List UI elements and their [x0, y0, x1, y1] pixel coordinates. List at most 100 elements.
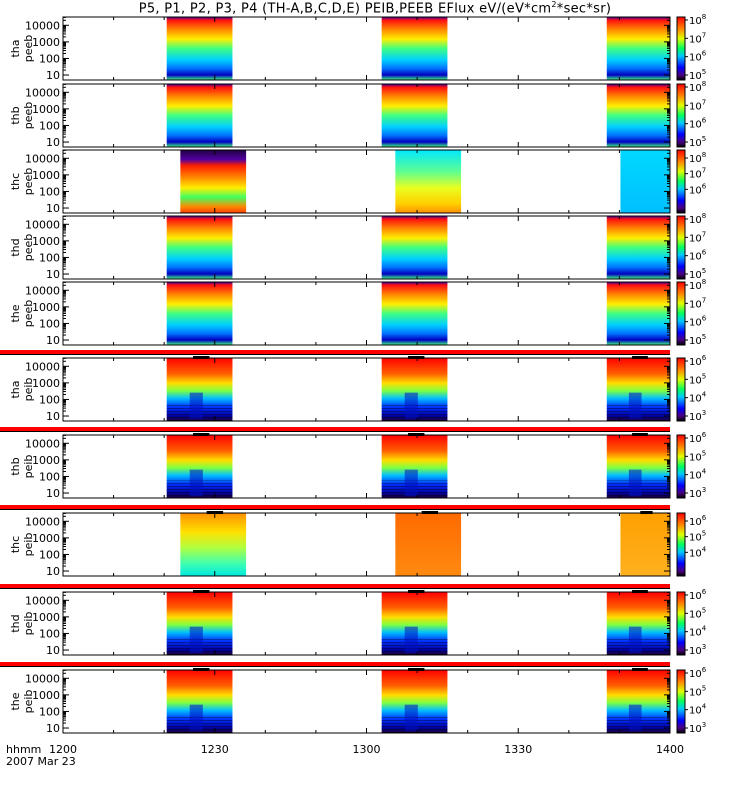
data-feature: [628, 704, 642, 732]
y-tick-label: 10000: [25, 152, 60, 165]
y-tick-label: 10: [46, 644, 60, 657]
y-tick-label: 100: [39, 52, 60, 65]
panel-probe-label: thd: [9, 238, 22, 256]
data-block: [166, 216, 233, 279]
date-label: 2007 Mar 23: [6, 755, 76, 768]
y-tick-label: 1000: [32, 377, 60, 390]
colorbar-tick-label: 108: [689, 212, 706, 226]
data-block: [606, 282, 670, 345]
y-tick-label: 10: [46, 722, 60, 735]
y-tick-label: 10: [46, 69, 60, 82]
panel-probe-label: thc: [9, 536, 22, 553]
panel-thb-peib: 10000 1000 100 10 thb peib 106 105 104 103: [0, 427, 707, 500]
colorbar-tick-label: 107: [689, 167, 706, 181]
colorbar-tick-label: 104: [689, 625, 707, 639]
colorbar: [676, 215, 686, 280]
y-tick-label: 100: [39, 317, 60, 330]
separator-line: [0, 350, 670, 354]
colorbar-tick-label: 108: [689, 80, 706, 94]
panel-species-label: peib: [22, 455, 35, 479]
colorbar-tick-label: 107: [689, 31, 706, 45]
y-tick-label: 1000: [32, 235, 60, 248]
colorbar: [676, 16, 686, 81]
x-tick-label: 1400: [656, 743, 684, 756]
colorbar-tick-label: 105: [689, 449, 706, 463]
y-tick-label: 100: [39, 627, 60, 640]
colorbar-tick-label: 104: [689, 703, 707, 717]
colorbar-tick-label: 104: [689, 391, 707, 405]
colorbar-tick-label: 106: [689, 182, 707, 196]
colorbar-tick-label: 106: [689, 117, 707, 131]
y-tick-label: 1000: [32, 532, 60, 545]
chart-title: P5, P1, P2, P3, P4 (TH-A,B,C,D,E) PEIB,P…: [138, 0, 612, 17]
data-block: [381, 17, 448, 80]
y-tick-label: 1000: [32, 36, 60, 49]
data-block: [166, 282, 233, 345]
panel-frame: [62, 215, 671, 280]
x-axis-label: hhmm: [6, 743, 41, 756]
panel-the-peeb: 10000 1000 100 10 the peeb 108 107 106 105: [9, 278, 707, 347]
colorbar-tick-label: 103: [689, 409, 706, 423]
y-tick-label: 10000: [25, 594, 60, 607]
data-block: [395, 513, 462, 576]
panel-frame: [62, 669, 671, 734]
x-tick-label: 1200: [49, 743, 77, 756]
y-tick-label: 1000: [32, 301, 60, 314]
colorbar-tick-label: 106: [689, 249, 707, 263]
colorbar-tick-label: 104: [689, 545, 707, 559]
data-feature: [189, 626, 203, 654]
separator-edge: [0, 354, 670, 355]
y-tick-label: 10000: [25, 360, 60, 373]
y-tick-label: 1000: [32, 689, 60, 702]
data-feature: [404, 392, 418, 420]
y-tick-label: 10: [46, 487, 60, 500]
data-block: [180, 513, 247, 576]
panel-frame: [62, 512, 671, 577]
y-tick-label: 100: [39, 548, 60, 561]
y-tick-label: 1000: [32, 169, 60, 182]
y-tick-label: 10: [46, 202, 60, 215]
data-block: [381, 216, 448, 279]
colorbar-tick-label: 105: [689, 135, 706, 149]
y-tick-label: 10: [46, 565, 60, 578]
panel-thd-peib: 10000 1000 100 10 thd peib 106 105 104 103: [0, 584, 707, 657]
x-tick-label: 1330: [504, 743, 532, 756]
panel-frame: [62, 591, 671, 656]
colorbar-tick-label: 105: [689, 606, 706, 620]
panel-species-label: peeb: [22, 300, 35, 328]
y-tick-label: 100: [39, 185, 60, 198]
separator-line: [0, 427, 670, 431]
colorbar-tick-label: 107: [689, 230, 706, 244]
y-tick-label: 10000: [25, 218, 60, 231]
y-tick-label: 10000: [25, 437, 60, 450]
colorbar-tick-label: 103: [689, 643, 706, 657]
panel-frame: [62, 357, 671, 422]
separator-edge: [0, 666, 670, 667]
panel-probe-label: the: [9, 692, 22, 710]
data-feature: [628, 626, 642, 654]
panel-species-label: peib: [22, 612, 35, 636]
panel-probe-label: tha: [9, 39, 22, 57]
panel-frame: [62, 83, 671, 148]
data-block: [606, 84, 670, 147]
panel-frame: [62, 149, 671, 214]
colorbar: [676, 591, 686, 656]
colorbar-tick-label: 106: [689, 431, 707, 445]
x-tick-label: 1300: [353, 743, 381, 756]
data-block: [381, 84, 448, 147]
y-tick-label: 10: [46, 136, 60, 149]
panel-probe-label: thc: [9, 173, 22, 190]
data-feature: [628, 469, 642, 497]
data-block: [395, 150, 462, 213]
data-block: [180, 150, 247, 213]
y-tick-label: 1000: [32, 611, 60, 624]
data-block: [606, 216, 670, 279]
panel-species-label: peib: [22, 690, 35, 714]
y-tick-label: 10000: [25, 515, 60, 528]
colorbar-tick-label: 104: [689, 468, 707, 482]
panel-probe-label: the: [9, 304, 22, 322]
panel-species-label: peeb: [22, 168, 35, 196]
